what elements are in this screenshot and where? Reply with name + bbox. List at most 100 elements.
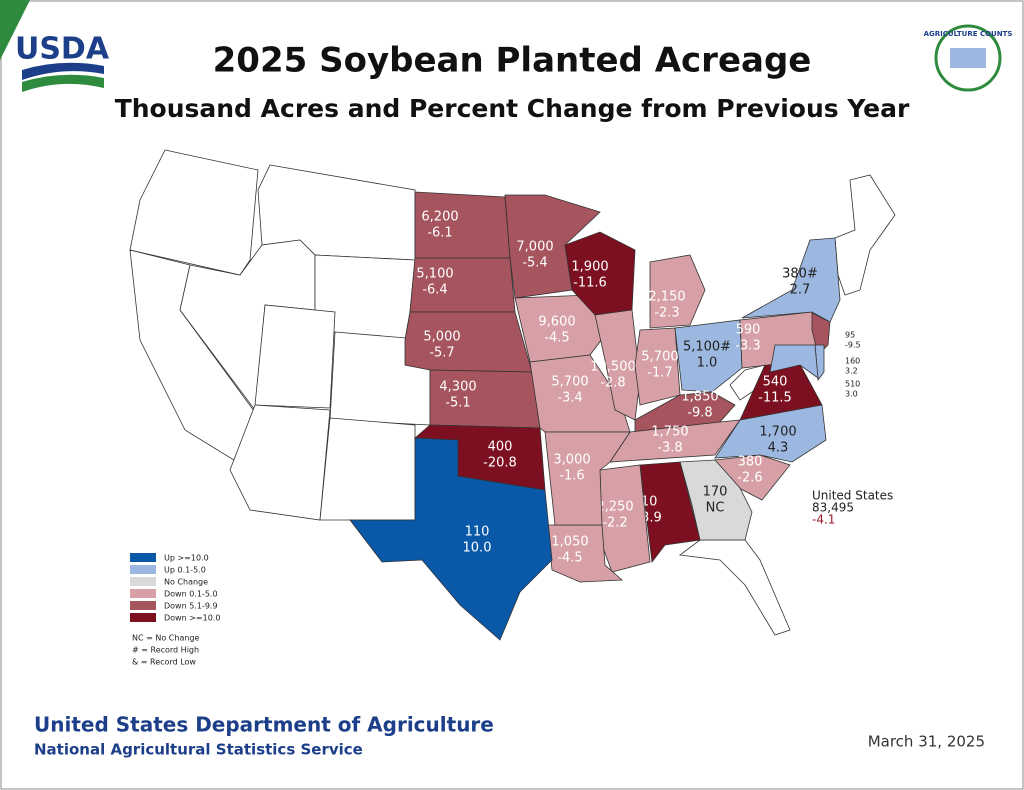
state-acres: 2,250 (596, 500, 633, 515)
state-change: -5.7 (429, 346, 454, 361)
state-acres: 590 (736, 323, 761, 338)
state-change: -6.4 (422, 283, 447, 298)
state-change: 10.0 (463, 541, 492, 556)
state-acres: 5,700 (641, 350, 678, 365)
state (544, 431, 631, 526)
state-shape (834, 174, 896, 296)
state-change: -2.2 (602, 516, 627, 531)
footer-service: National Agricultural Statistics Service (34, 741, 363, 759)
state-acres: 170 (703, 485, 728, 500)
legend-swatch (130, 589, 156, 598)
state-acres: 5,700 (551, 375, 588, 390)
state (634, 327, 681, 406)
legend-label: Down 5.1-9.9 (164, 602, 218, 611)
legend-swatch (130, 553, 156, 562)
footer-department: United States Department of Agriculture (34, 713, 494, 737)
state-change: -9.5 (845, 341, 861, 350)
state-change: -4.5 (557, 551, 582, 566)
state-shape (254, 304, 336, 409)
state-change: -5.4 (522, 256, 547, 271)
state (679, 459, 753, 541)
legend-note: # = Record High (132, 646, 199, 655)
state-shape (678, 539, 791, 636)
state (674, 319, 743, 393)
state (769, 344, 819, 379)
state-acres: 7,000 (516, 240, 553, 255)
footer-date: March 31, 2025 (868, 733, 985, 751)
state-change: 3.2 (845, 367, 858, 376)
legend-note: NC = No Change (132, 634, 199, 643)
state-acres: 2,150 (648, 290, 685, 305)
state-acres: 1,850 (681, 390, 718, 405)
total-label: United States (812, 489, 893, 503)
state-acres: 5,100 (416, 267, 453, 282)
state-change: 1.0 (697, 356, 718, 371)
state (714, 404, 827, 463)
legend-swatch (130, 613, 156, 622)
state-acres: 510 (845, 380, 860, 389)
legend-swatch (130, 577, 156, 586)
state-acres: 380 (738, 455, 763, 470)
state-acres: 5,000 (423, 330, 460, 345)
state (639, 461, 701, 564)
state-change: -3.4 (557, 391, 582, 406)
corner-accent (0, 0, 30, 60)
state-acres: 400 (488, 440, 513, 455)
state-change: -3.8 (657, 441, 682, 456)
total-change: -4.1 (812, 513, 835, 527)
legend-label: Down 0.1-5.0 (164, 590, 218, 599)
legend-note: & = Record Low (132, 658, 196, 667)
logo-swoosh (22, 74, 104, 92)
state (741, 237, 841, 323)
legend-label: Up 0.1-5.0 (164, 566, 206, 575)
state (649, 254, 706, 329)
state-change: NC (706, 501, 725, 516)
state (349, 437, 553, 641)
state-acres: 110 (465, 525, 490, 540)
state-shape (319, 417, 416, 521)
legend-label: Down >=10.0 (164, 614, 220, 623)
state-acres: 1,750 (651, 425, 688, 440)
state-change: -4.5 (544, 331, 569, 346)
state-change: 4.3 (768, 441, 789, 456)
state-acres: 5,100# (683, 340, 731, 355)
state-acres: 1,700 (759, 425, 796, 440)
state-acres: 6,200 (421, 210, 458, 225)
state-change: 2.7 (790, 283, 811, 298)
state-acres: 1,050 (551, 535, 588, 550)
legend-swatch (130, 565, 156, 574)
state-change: 3.0 (845, 390, 858, 399)
legend-swatch (130, 601, 156, 610)
state-acres: 10,500 (590, 360, 636, 375)
state-change: -1.6 (559, 469, 584, 484)
state-change: -6.1 (427, 226, 452, 241)
badge-icon (950, 48, 986, 68)
state-acres: 3,000 (553, 453, 590, 468)
state-change: -9.8 (687, 406, 712, 421)
title: 2025 Soybean Planted Acreage (213, 41, 812, 81)
legend-label: Up >=10.0 (164, 554, 209, 563)
state-shape (229, 404, 331, 521)
state-acres: 95 (845, 331, 855, 340)
state-acres: 9,600 (538, 315, 575, 330)
state-change: -3.3 (735, 339, 760, 354)
state-acres: 1,900 (571, 260, 608, 275)
state-change: -2.6 (737, 471, 762, 486)
logo: USDA (15, 32, 110, 67)
state-change: -1.7 (647, 366, 672, 381)
total-acres: 83,495 (812, 501, 854, 515)
state-change: -5.1 (445, 396, 470, 411)
state-change: -11.6 (573, 276, 607, 291)
state-acres: 540 (763, 375, 788, 390)
logo-swoosh (22, 62, 104, 80)
state-change: -20.8 (483, 456, 517, 471)
state-change: -11.5 (758, 391, 792, 406)
state-acres: 4,300 (439, 380, 476, 395)
subtitle: Thousand Acres and Percent Change from P… (115, 94, 910, 123)
state-change: -2.8 (600, 376, 625, 391)
state-acres: 380# (782, 267, 818, 282)
legend-label: No Change (164, 578, 208, 587)
state-acres: 160 (845, 357, 860, 366)
state-change: -2.3 (654, 306, 679, 321)
